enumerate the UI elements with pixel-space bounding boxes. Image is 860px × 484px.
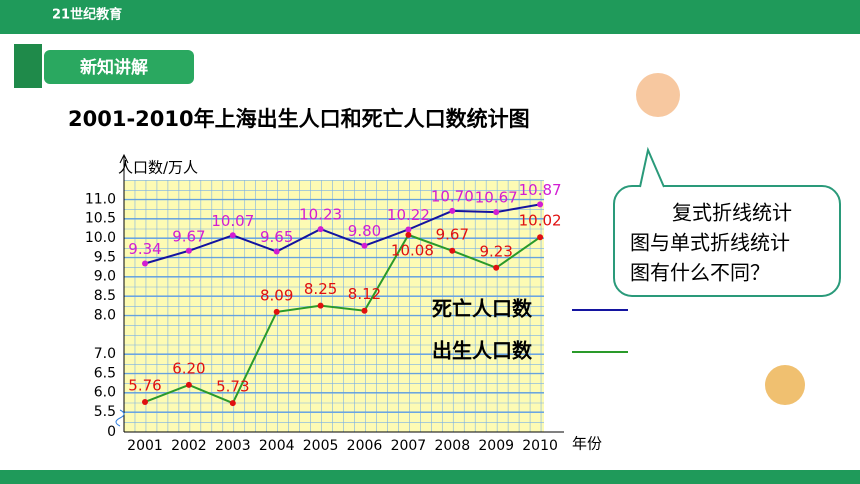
point [405,226,412,233]
axis-break [115,409,125,427]
point [361,242,368,249]
point [317,226,324,233]
point [361,307,368,314]
x-tick-label: 2005 [303,438,339,454]
point [317,302,324,309]
x-tick-label: 2004 [259,438,295,454]
series-line [144,203,541,265]
x-tick-label: 2009 [478,438,514,454]
y-tick-label: 9.0 [94,269,116,285]
x-tick-label: 2008 [434,438,470,454]
value-label: 6.20 [172,359,205,377]
point [142,260,148,267]
y-tick-label: 9.5 [94,249,116,265]
value-label: 9.34 [128,240,161,258]
bubble-tail [639,146,665,188]
point [537,201,544,208]
value-label: 9.67 [172,227,205,245]
axis-arrow [119,153,129,164]
x-tick-label: 2006 [347,438,383,454]
chart: 0 5.5 6.0 6.5 7.0 8.0 8.5 9.0 9.5 10.0 10.5 11.0人口数… [85,153,628,454]
point [537,234,544,241]
point [142,398,148,405]
value-label: 9.80 [348,222,381,240]
x-tick-label: 2001 [127,438,163,454]
value-label: 9.23 [479,242,512,260]
value-label: 9.67 [436,225,469,243]
x-tick-label: 2010 [522,438,558,454]
tag-icon [14,44,42,88]
value-label: 10.67 [475,189,518,207]
value-label: 10.02 [519,212,562,230]
y-tick-label: 8.5 [94,288,116,304]
x-tick-label: 2003 [215,438,251,454]
plot-area [124,180,544,432]
legend-label: 死亡人口数 [432,297,533,321]
value-label: 10.87 [519,181,562,199]
y-tick-label: 8.0 [94,307,116,323]
y-tick-label: 10.0 [85,230,116,246]
x-axis-label: 年份 [572,435,602,453]
point [273,248,280,255]
series-line [144,233,541,405]
value-label: 5.73 [216,378,249,396]
point [185,381,192,388]
section-tag: 新知讲解 [80,57,148,78]
y-tick-label: 6.5 [94,365,116,381]
x-tick-label: 2002 [171,438,207,454]
girl-figure [636,73,680,117]
logo: 21世纪教育 [52,7,122,23]
y-tick-label: 11.0 [85,191,116,207]
point [493,209,500,216]
y-tick-label: 10.5 [85,211,116,227]
bottom-bar [0,470,860,484]
point [493,264,500,271]
value-label: 10.22 [387,206,430,224]
top-bar [0,0,860,34]
value-label: 10.70 [431,187,474,205]
y-axis-label: 人口数/万人 [118,159,198,177]
boy-figure [765,365,805,405]
value-label: 8.12 [348,285,381,303]
value-label: 10.07 [211,212,254,230]
point [273,308,280,315]
point [449,247,456,254]
tag-box [44,50,194,84]
value-label: 5.76 [128,376,161,394]
y-tick-label: 0 [107,424,116,440]
value-label: 8.25 [304,280,337,298]
point [449,207,456,214]
point [185,247,192,254]
value-label: 8.09 [260,286,293,304]
legend-label: 出生人口数 [432,339,533,363]
chart-title: 2001-2010年上海出生人口和死亡人口数统计图 [68,107,530,131]
x-tick-label: 2007 [391,438,427,454]
point [229,400,236,407]
value-label: 10.08 [391,241,434,259]
speech-bubble [613,185,841,297]
bubble-text: 复式折线统计 [672,201,792,225]
y-tick-label: 5.5 [94,404,116,420]
bubble-text: 图与单式折线统计 [630,231,790,255]
value-label: 10.23 [299,206,342,224]
value-label: 9.65 [260,228,293,246]
point [229,232,236,239]
bubble-text: 图有什么不同？ [630,261,770,285]
y-tick-label: 7.0 [94,346,116,362]
y-tick-label: 6.0 [94,385,116,401]
point [405,231,412,238]
